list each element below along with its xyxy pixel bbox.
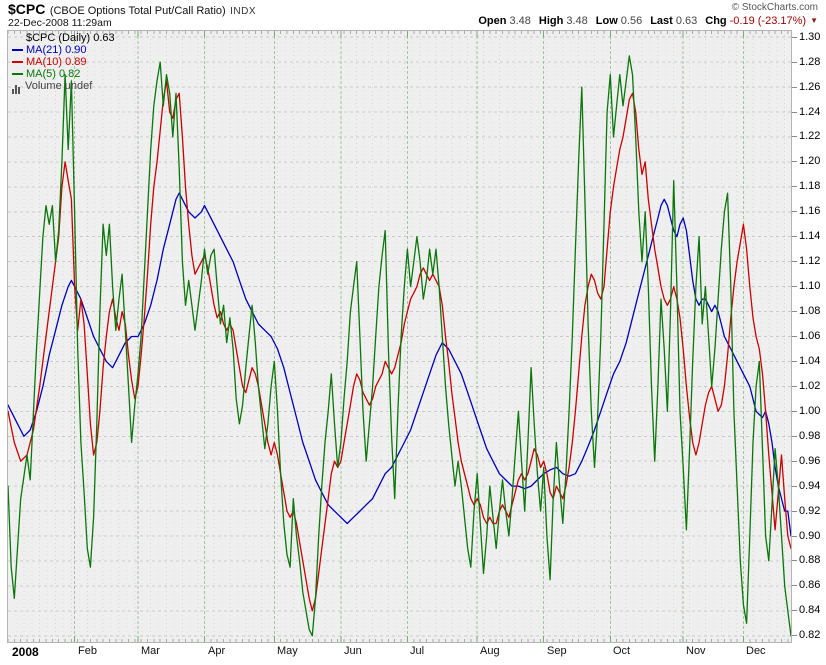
y-axis-label: 1.16 [791, 205, 821, 217]
x-axis: 2008 Feb Mar Apr May Jun Jul Aug Sep Oct Nov Dec [0, 645, 826, 663]
y-axis-label: 0.84 [791, 604, 821, 616]
x-axis-label-feb: Feb [78, 645, 97, 657]
low-value: 0.56 [620, 15, 643, 27]
x-axis-label-apr: Apr [208, 645, 226, 657]
y-axis-label: 1.28 [791, 56, 821, 68]
x-axis-label-may: May [277, 645, 298, 657]
chart-title: $CPC (CBOE Options Total Put/Call Ratio)… [8, 1, 256, 19]
chart-legend: $CPC (Daily) 0.63 MA(21) 0.90 MA(10) 0.8… [12, 32, 115, 94]
y-axis-label: 0.96 [791, 455, 821, 467]
x-axis-label-aug: Aug [480, 645, 500, 657]
symbol-name: (CBOE Options Total Put/Call Ratio) [49, 5, 226, 17]
y-axis-label: 1.18 [791, 180, 821, 192]
chg-label: Chg [705, 15, 727, 27]
y-axis-label: 0.90 [791, 530, 821, 542]
legend-volume-label: Volume undef [25, 80, 93, 92]
x-axis-year-label: 2008 [12, 645, 39, 659]
y-axis-label: 1.14 [791, 230, 821, 242]
y-axis-label: 0.98 [791, 430, 821, 442]
y-axis-label: 1.24 [791, 106, 821, 118]
y-axis-label: 1.22 [791, 130, 821, 142]
last-value: 0.63 [675, 15, 698, 27]
y-axis-label: 1.30 [791, 31, 821, 43]
y-axis-label: 1.00 [791, 405, 821, 417]
ma10-line-swatch [12, 61, 23, 63]
x-axis-label-dec: Dec [746, 645, 766, 657]
volume-bars-icon [12, 82, 23, 94]
ma5-line-swatch [12, 73, 23, 75]
x-axis-label-jun: Jun [344, 645, 362, 657]
series-MA(21) [8, 192, 791, 537]
copyright: © StockCharts.com [731, 2, 818, 13]
legend-main: $CPC (Daily) 0.63 [26, 32, 115, 44]
y-axis-label: 1.04 [791, 355, 821, 367]
series-MA(10) [8, 80, 791, 612]
legend-ma10-label: MA(10) 0.89 [26, 56, 87, 68]
ma21-line-swatch [12, 49, 23, 51]
legend-ma21-label: MA(21) 0.90 [26, 44, 87, 56]
x-axis-label-oct: Oct [613, 645, 631, 657]
low-label: Low [595, 15, 618, 27]
high-label: High [538, 15, 564, 27]
y-axis-label: 1.08 [791, 305, 821, 317]
x-axis-label-mar: Mar [141, 645, 160, 657]
legend-volume: Volume undef [12, 80, 115, 94]
high-value: 3.48 [566, 15, 588, 27]
legend-ma10: MA(10) 0.89 [12, 56, 115, 68]
legend-ma5-label: MA(5) 0.82 [26, 68, 81, 80]
quote-line: Open 3.48 High 3.48 Low 0.56 Last 0.63 Chg -0.19 … [470, 15, 818, 27]
price-chart-plot [7, 30, 792, 643]
y-axis-label: 1.12 [791, 255, 821, 267]
x-axis-label-jul: Jul [410, 645, 425, 657]
y-axis-label: 0.94 [791, 480, 821, 492]
y-axis: 1.30 1.28 1.26 1.24 1.22 1.20 1.18 1.16 1.14 1.12… [791, 0, 826, 665]
y-axis-label: 1.26 [791, 81, 821, 93]
y-axis-label: 0.92 [791, 505, 821, 517]
legend-ma21: MA(21) 0.90 [12, 44, 115, 56]
legend-ma5: MA(5) 0.82 [12, 68, 115, 80]
chg-dropdown-icon[interactable]: ▼ [810, 16, 818, 25]
y-axis-label: 0.88 [791, 554, 821, 566]
open-value: 3.48 [509, 15, 531, 27]
open-label: Open [478, 15, 507, 27]
price-chart-svg [8, 31, 791, 642]
chg-value: -0.19 (-23.17%) [729, 15, 807, 27]
y-axis-label: 1.10 [791, 280, 821, 292]
y-axis-label: 0.86 [791, 579, 821, 591]
last-label: Last [650, 15, 673, 27]
y-axis-label: 1.20 [791, 155, 821, 167]
chart-datetime: 22-Dec-2008 11:29am [8, 17, 112, 29]
series-MA(5) [8, 55, 791, 637]
y-axis-label: 0.82 [791, 629, 821, 641]
x-axis-label-sep: Sep [547, 645, 567, 657]
symbol: $CPC [8, 1, 46, 17]
x-axis-label-nov: Nov [686, 645, 706, 657]
y-axis-label: 1.02 [791, 380, 821, 392]
symbol-exchange: INDX [230, 6, 257, 17]
y-axis-label: 1.06 [791, 330, 821, 342]
